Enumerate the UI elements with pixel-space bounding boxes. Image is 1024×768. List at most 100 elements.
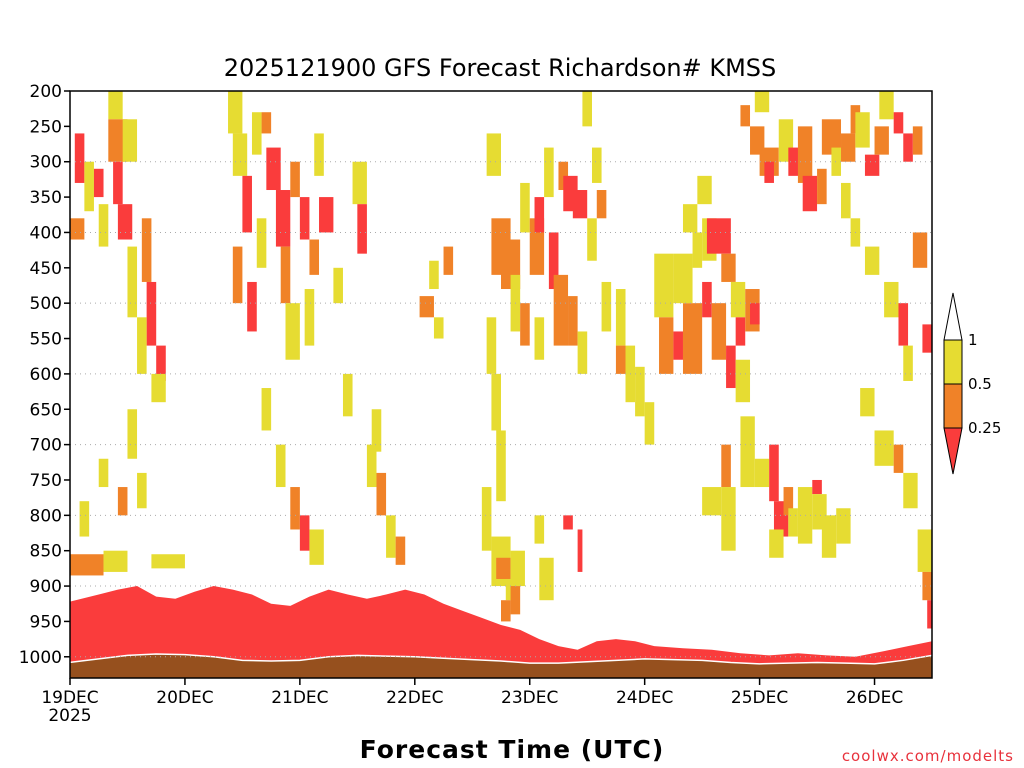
ri-cell-red bbox=[275, 190, 291, 247]
ri-cell-yellow bbox=[151, 554, 185, 569]
ri-cell-yellow bbox=[615, 289, 626, 346]
y-axis: 200 250 300 350 400 450 500 550 600 650 700 750 800 8… bbox=[19, 82, 70, 668]
ri-cell-yellow bbox=[261, 388, 272, 431]
ri-cell-orange bbox=[596, 190, 607, 219]
x-tick-label-25DEC: 25DEC bbox=[731, 688, 788, 708]
ri-cell-orange bbox=[395, 536, 406, 565]
x-axis-title: Forecast Time (UTC) bbox=[360, 735, 665, 764]
x-tick-label-26DEC: 26DEC bbox=[846, 688, 903, 708]
ri-cell-yellow bbox=[137, 317, 147, 374]
ri-cell-yellow bbox=[855, 112, 870, 148]
ri-cell-red bbox=[812, 479, 822, 495]
ri-cell-red bbox=[673, 331, 683, 360]
ri-cell-yellow bbox=[486, 133, 501, 176]
color-legend: 1 0.5 0.25 bbox=[943, 292, 1001, 475]
ri-cell-yellow bbox=[754, 458, 770, 488]
ri-cell-yellow bbox=[122, 119, 138, 162]
ri-cell-yellow bbox=[137, 472, 147, 509]
ri-cell-yellow bbox=[309, 529, 324, 565]
credit-link[interactable]: coolwx.com/modelts bbox=[842, 747, 1014, 765]
ri-cell-red bbox=[299, 197, 310, 240]
ri-cell-orange bbox=[711, 303, 727, 360]
ri-cell-orange bbox=[682, 303, 703, 374]
ri-cell-yellow bbox=[151, 373, 166, 403]
ri-cell-yellow bbox=[275, 444, 286, 488]
y-tick-label-700: 700 bbox=[30, 436, 62, 456]
ri-cell-red bbox=[319, 197, 334, 233]
low-ri-surface-layer bbox=[70, 586, 932, 678]
ri-cell-yellow bbox=[505, 578, 516, 601]
y-tick-label-650: 650 bbox=[30, 400, 62, 420]
ri-cell-orange bbox=[850, 105, 861, 134]
ri-cell-yellow bbox=[821, 515, 837, 558]
y-tick-label-500: 500 bbox=[30, 294, 62, 314]
ri-cell-yellow bbox=[917, 529, 932, 572]
ri-cell-yellow bbox=[98, 204, 109, 247]
ri-cell-yellow bbox=[692, 232, 703, 268]
ri-cell-yellow bbox=[721, 487, 736, 551]
ri-cell-yellow bbox=[903, 472, 918, 509]
ri-cell-red bbox=[242, 175, 252, 233]
ri-cell-yellow bbox=[256, 218, 267, 268]
ri-cell-yellow bbox=[836, 508, 851, 544]
ri-cell-yellow bbox=[874, 430, 894, 466]
ri-cell-red bbox=[247, 281, 257, 332]
ri-cell-yellow bbox=[740, 416, 755, 488]
ri-cell-yellow bbox=[103, 550, 128, 572]
x-tick-label-24DEC: 24DEC bbox=[616, 688, 673, 708]
ri-cell-yellow bbox=[429, 260, 439, 290]
ri-cell-orange bbox=[117, 487, 128, 516]
ri-cell-yellow bbox=[831, 147, 842, 176]
ri-cell-orange bbox=[783, 487, 794, 516]
ri-cell-yellow bbox=[127, 409, 138, 459]
ri-cell-yellow bbox=[591, 147, 602, 183]
plot-area bbox=[70, 91, 932, 678]
ri-cell-red bbox=[146, 281, 157, 346]
ri-cell-orange bbox=[510, 586, 521, 615]
y-tick-label-750: 750 bbox=[30, 471, 62, 491]
ri-cell-yellow bbox=[864, 246, 880, 275]
y-tick-label-250: 250 bbox=[30, 117, 62, 137]
ri-cell-red bbox=[117, 204, 133, 240]
plot-frame bbox=[69, 90, 933, 679]
ri-cell-orange bbox=[232, 246, 243, 304]
ri-cell-yellow bbox=[228, 91, 243, 134]
x-tick-label-22DEC: 22DEC bbox=[386, 688, 443, 708]
ri-cell-orange bbox=[290, 161, 300, 198]
ri-cell-yellow bbox=[673, 253, 693, 304]
ri-cell-orange bbox=[280, 246, 291, 304]
ri-cell-yellow bbox=[702, 487, 722, 516]
ri-cell-yellow bbox=[587, 218, 597, 261]
ri-cell-red bbox=[93, 168, 104, 198]
ri-cell-yellow bbox=[539, 557, 554, 601]
ri-cell-red bbox=[548, 232, 559, 290]
ri-cell-red bbox=[750, 303, 760, 325]
ri-cell-red bbox=[726, 345, 736, 389]
ri-cell-red bbox=[769, 444, 779, 502]
ri-cell-yellow bbox=[534, 515, 545, 544]
legend-label-0.25: 0.25 bbox=[968, 419, 1001, 437]
ri-cell-orange bbox=[893, 444, 904, 473]
ri-cell-yellow bbox=[486, 317, 497, 374]
ri-cell-orange bbox=[496, 557, 511, 579]
ri-cell-red bbox=[113, 161, 123, 205]
ri-cell-orange bbox=[376, 472, 387, 516]
ri-cell-yellow bbox=[788, 508, 798, 537]
ri-cell-red bbox=[802, 175, 818, 212]
y-tick-label-450: 450 bbox=[30, 259, 62, 279]
ri-cell-red bbox=[563, 515, 573, 530]
ri-cell-yellow bbox=[314, 133, 324, 176]
ri-cell-orange bbox=[309, 239, 320, 275]
ri-cell-yellow bbox=[510, 550, 525, 587]
ri-cell-yellow bbox=[903, 345, 913, 381]
ri-cell-yellow bbox=[682, 204, 698, 233]
ri-cell-yellow bbox=[730, 281, 746, 318]
ri-cell-orange bbox=[141, 218, 152, 282]
ri-cell-red bbox=[266, 147, 281, 191]
ri-cell-yellow bbox=[520, 182, 530, 233]
y-tick-label-400: 400 bbox=[30, 223, 62, 243]
ri-cell-red bbox=[534, 197, 545, 233]
ri-cell-orange bbox=[659, 317, 674, 374]
ri-cell-orange bbox=[797, 126, 813, 183]
ri-cell-red bbox=[893, 112, 904, 134]
